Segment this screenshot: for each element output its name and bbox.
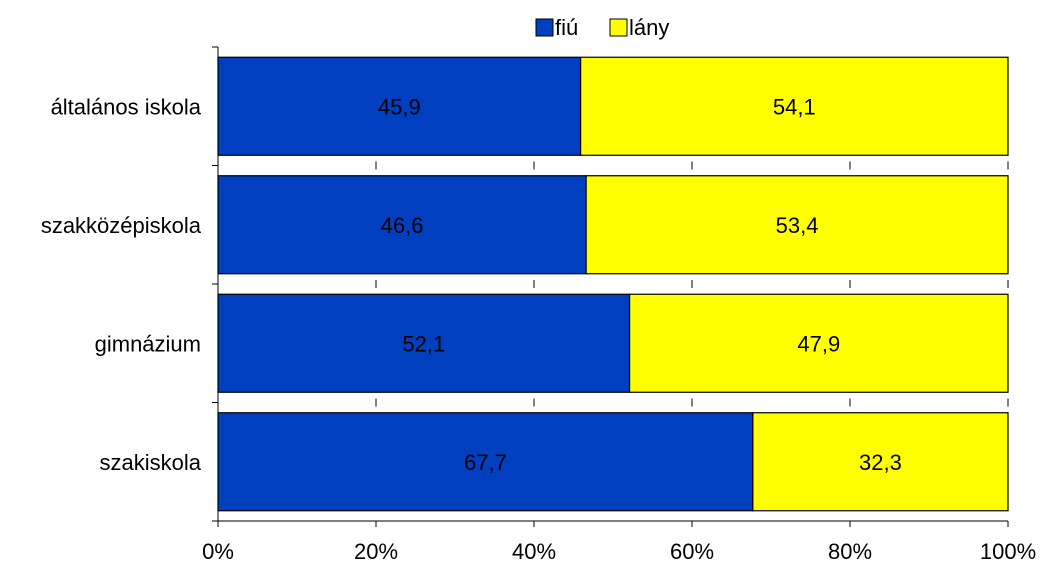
bar-lany — [628, 293, 1009, 393]
category-label: szakiskola — [100, 450, 202, 475]
category-label: szakközépiskola — [41, 213, 202, 238]
plot-area: 45,9 54,1 46,6 53,4 52,1 47,9 67,7 32,3 — [217, 56, 1009, 512]
data-label: 45,9 — [378, 94, 421, 119]
bar-lany — [580, 56, 1009, 156]
category-label: gimnázium — [95, 331, 201, 356]
bar-fiu — [217, 412, 754, 512]
x-tick-label: 100% — [980, 539, 1036, 564]
x-tick-label: 20% — [354, 539, 398, 564]
x-tick-label: 0% — [202, 539, 234, 564]
data-label: 52,1 — [402, 331, 445, 356]
legend-label: fiú — [555, 15, 578, 40]
data-label: 47,9 — [797, 331, 840, 356]
data-label: 53,4 — [776, 213, 819, 238]
legend-label: lány — [629, 15, 669, 40]
bar-fiu — [217, 293, 631, 393]
bar-fiu — [217, 56, 582, 156]
data-label: 67,7 — [464, 450, 507, 475]
axes: általános iskola szakközépiskola gimnázium… — [41, 46, 1036, 564]
legend: fiú lány — [535, 15, 669, 40]
bar-lany — [585, 175, 1009, 275]
x-tick-label: 80% — [828, 539, 872, 564]
data-label: 32,3 — [859, 450, 902, 475]
legend-swatch-lany — [609, 18, 628, 37]
x-tick-label: 60% — [670, 539, 714, 564]
x-tick-label: 40% — [512, 539, 556, 564]
category-label: általános iskola — [51, 94, 202, 119]
data-label: 54,1 — [773, 94, 816, 119]
bar-fiu — [217, 175, 587, 275]
legend-swatch-fiu — [535, 18, 554, 37]
data-label: 46,6 — [381, 213, 424, 238]
bar-lany — [752, 412, 1009, 512]
